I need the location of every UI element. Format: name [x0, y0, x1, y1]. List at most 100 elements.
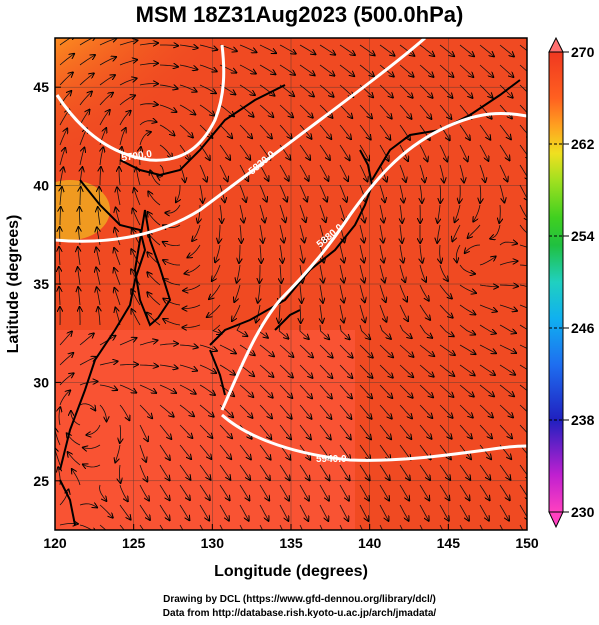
streamline: [499, 484, 510, 500]
streamline: [439, 64, 453, 77]
streamline: [437, 224, 440, 243]
streamline: [100, 147, 103, 166]
colorbar-tick-label: 254: [571, 228, 595, 244]
streamline: [79, 207, 80, 226]
streamline: [379, 84, 393, 98]
streamline: [299, 184, 307, 202]
streamline: [99, 110, 110, 126]
streamline: [455, 204, 461, 222]
streamline: [379, 104, 392, 119]
y-axis-ticks: 25 30 35 40 45: [33, 79, 61, 489]
streamline: [99, 38, 117, 46]
streamline: [480, 184, 481, 203]
streamline: [339, 64, 354, 76]
streamline: [399, 424, 411, 439]
streamline: [179, 45, 198, 48]
streamline: [159, 524, 164, 530]
streamline: [280, 244, 283, 263]
streamline: [299, 104, 313, 118]
streamline: [96, 267, 101, 286]
streamline: [183, 304, 201, 309]
streamline: [259, 124, 272, 139]
streamline: [359, 244, 364, 263]
streamline: [232, 304, 241, 321]
streamline: [479, 344, 496, 353]
streamline: [239, 204, 244, 223]
streamline: [459, 324, 475, 335]
streamline: [116, 208, 121, 226]
streamline: [139, 121, 157, 126]
streamline: [459, 524, 464, 530]
streamline: [179, 424, 192, 438]
streamline: [499, 404, 513, 418]
streamline: [499, 344, 516, 353]
streamline: [319, 184, 327, 202]
streamline: [159, 444, 170, 460]
streamline: [279, 524, 283, 530]
streamline: [259, 84, 275, 96]
streamline: [399, 184, 404, 203]
streamline: [239, 164, 248, 181]
streamline: [239, 484, 249, 500]
streamline: [339, 284, 344, 303]
colorbar-tick-label: 246: [571, 320, 595, 336]
streamline: [479, 144, 488, 161]
streamline: [260, 244, 261, 263]
streamline: [479, 464, 490, 480]
streamline: [319, 124, 331, 139]
colorbar-tick-label: 270: [571, 44, 595, 60]
streamline: [259, 504, 269, 521]
streamline: [459, 164, 464, 183]
streamline: [299, 325, 309, 339]
streamline: [159, 104, 177, 112]
streamline: [399, 64, 414, 77]
streamline: [219, 464, 230, 480]
streamline: [179, 464, 190, 480]
streamline: [140, 147, 141, 166]
streamline: [439, 304, 453, 318]
streamline: [419, 84, 433, 98]
streamline: [380, 224, 383, 243]
streamline: [419, 284, 429, 301]
streamline: [339, 344, 353, 358]
streamline: [379, 184, 385, 202]
streamline: [359, 164, 368, 181]
streamline: [419, 44, 434, 56]
streamline: [179, 444, 191, 459]
streamline: [379, 204, 384, 223]
streamline: [319, 84, 334, 97]
streamline: [259, 404, 272, 418]
streamline: [299, 364, 313, 378]
streamline: [399, 504, 409, 521]
streamline: [199, 444, 211, 459]
streamline: [83, 464, 101, 467]
streamline: [439, 144, 447, 161]
streamline: [519, 524, 524, 530]
streamline: [459, 44, 474, 56]
streamline: [399, 164, 406, 182]
colorbar-gradient: [548, 51, 564, 513]
streamline: [199, 464, 211, 480]
streamline: [99, 504, 113, 518]
streamline: [490, 224, 501, 239]
streamline: [159, 464, 170, 480]
streamline: [119, 524, 125, 530]
streamline: [163, 299, 181, 306]
streamline: [479, 285, 498, 287]
streamline: [359, 284, 365, 302]
streamline: [79, 504, 97, 508]
streamline: [79, 333, 94, 346]
streamline: [59, 148, 65, 166]
streamline: [319, 324, 329, 339]
streamline: [299, 144, 310, 160]
streamline: [499, 64, 513, 77]
streamline: [79, 38, 96, 46]
streamline: [192, 224, 201, 241]
streamline: [199, 424, 212, 438]
streamline: [119, 404, 129, 420]
streamline: [459, 484, 470, 500]
streamline: [148, 192, 161, 206]
streamline: [419, 344, 434, 356]
streamline: [379, 244, 384, 263]
streamline: [199, 344, 217, 351]
